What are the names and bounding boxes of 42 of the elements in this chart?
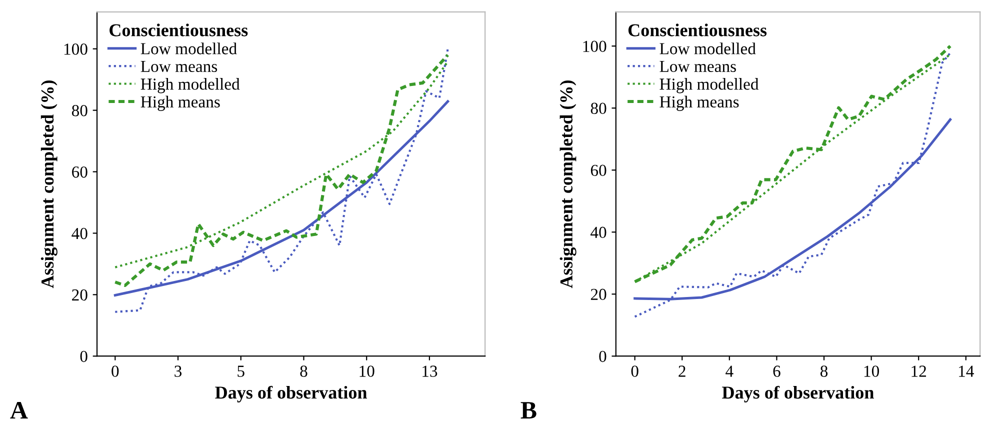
legend-label: Low modelled [140,42,237,54]
x-axis-title: Days of observation [722,386,874,402]
text: A [10,402,28,418]
legend-label: High means [140,96,220,111]
legend-title: Conscientiousness [110,24,248,36]
y-tick-label: 40 [590,226,606,238]
y-tick-label: 60 [72,166,88,178]
x-tick-label: 12 [912,366,926,377]
x-tick-label: 4 [726,366,734,377]
y-tick-label: 100 [64,44,88,55]
legend-title: Conscientiousness [628,24,767,36]
y-tick-label: 20 [72,289,88,301]
x-tick-label: 14 [959,366,974,377]
x-tick-label: 0 [631,366,638,377]
x-tick-label: 3 [174,366,182,377]
x-tick-label: 10 [864,366,879,377]
x-tick-label: 10 [360,366,374,377]
y-tick-label: 0 [80,350,88,362]
legend-label: Low means [660,60,736,72]
y-tick-label: 80 [72,104,88,116]
y-tick-label: 80 [590,102,606,114]
x-tick-label: 8 [820,366,828,377]
legend-label: High means [660,96,739,111]
legend-label: High modelled [660,78,759,94]
x-tick-label: 0 [112,366,119,377]
x-tick-label: 5 [238,366,244,377]
x-tick-label: 2 [678,366,686,377]
y-tick-label: 40 [72,228,88,240]
text: B [520,402,536,419]
x-tick-label: 6 [773,366,780,377]
y-axis-title: Assignment completed (%) [560,80,576,288]
x-tick-label: 13 [422,366,438,377]
legend-label: Low modelled [660,42,756,54]
y-tick-label: 100 [583,40,606,52]
y-axis-title: Assignment completed (%) [40,80,58,288]
legend-label: Low means [140,60,218,72]
x-tick-label: 8 [300,366,308,377]
y-tick-label: 0 [599,350,606,362]
y-tick-label: 20 [590,288,606,300]
y-tick-label: 60 [590,164,606,176]
x-axis-title: Days of observation [215,386,367,402]
legend-label: High modelled [140,78,240,94]
